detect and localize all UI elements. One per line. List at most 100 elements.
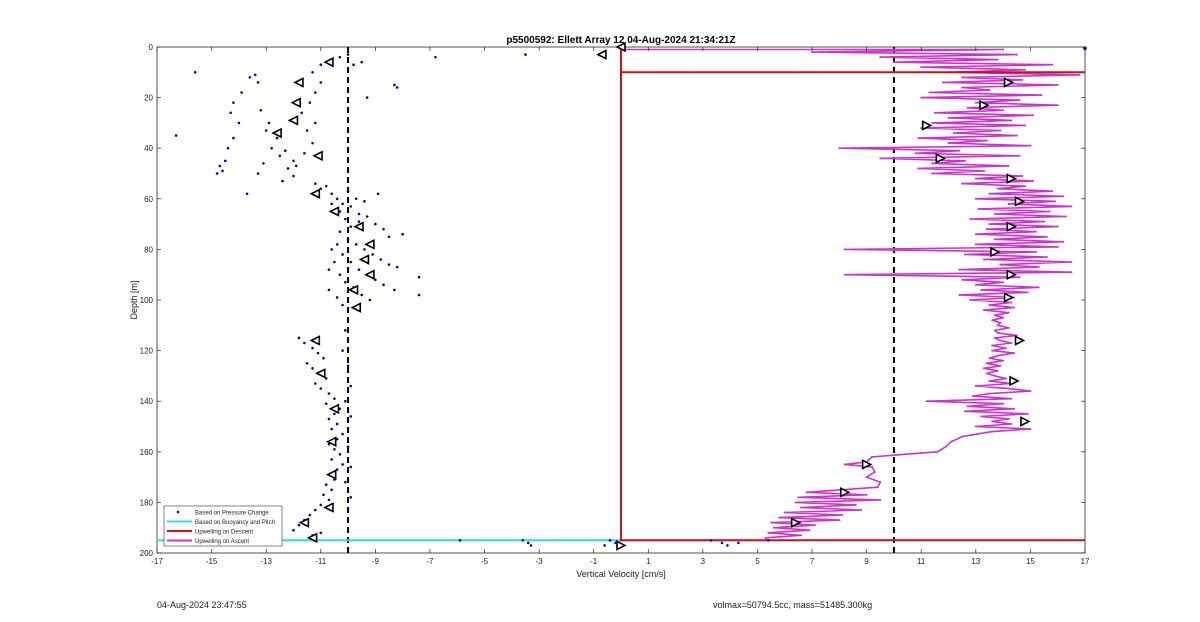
ascent-point [958,149,961,152]
pressure-point [344,480,347,484]
ascent-point [983,169,986,172]
pressure-point [245,192,249,196]
ascent-point [991,319,994,322]
pressure-point [308,101,312,104]
pressure-point [300,111,303,115]
pressure-point [458,539,462,542]
descent-marker [328,403,340,415]
pressure-point [417,275,421,279]
pressure-point [363,200,366,203]
ascent-point [1034,230,1037,233]
ascent-point [974,425,977,428]
ascent-point [1013,306,1016,309]
ascent-point [988,223,991,226]
pressure-point [311,71,314,74]
ascent-point [811,51,814,54]
ascent-point [854,503,857,506]
pressure-point [256,81,260,84]
pressure-point [354,197,358,201]
ascent-marker [1006,173,1018,184]
pressure-point [333,260,336,264]
ascent-point [996,324,999,327]
pressure-point [349,225,353,228]
footer-stats: volmax=50794.5cc, mass=51485.300kg [713,600,873,610]
pressure-point [324,402,328,406]
ascent-point [1056,83,1059,86]
ascent-point [988,304,991,307]
ascent-marker [1003,292,1015,303]
ascent-point [1023,68,1026,71]
ascent-point [1018,154,1021,157]
ascent-point [980,415,983,418]
ascent-point [1053,200,1056,203]
ascent-point [1037,266,1040,269]
y-tick-label: 40 [144,144,153,153]
ascent-point [871,465,874,468]
pressure-point [614,541,617,545]
ascent-point [914,152,917,155]
pressure-point [360,293,364,297]
ascent-point [974,283,977,286]
footer-timestamp: 04-Aug-2024 23:47:55 [157,600,247,610]
ascent-point [879,157,882,160]
ascent-point [944,445,947,448]
ascent-marker [1003,77,1015,88]
pressure-point [349,415,353,418]
series-layer [157,46,1087,547]
ascent-point [988,192,991,195]
pressure-point [341,432,344,436]
ascent-marker [1009,375,1020,387]
ascent-point [917,137,920,140]
pressure-point [354,243,358,246]
pressure-point [365,215,369,218]
ascent-point [988,379,991,382]
descent-marker [306,532,318,544]
pressure-point [294,164,298,168]
legend: Based on Pressure Change Based on Buoyanc… [163,505,283,547]
plot-area: -17 -15 -13 -11 -9 -7 -5 -3 -1 1 3 5 7 9 11 13 15 1702040… [140,41,1090,566]
x-tick-label: -5 [481,557,489,566]
ascent-marker [1006,221,1018,232]
x-tick-label: -1 [590,557,598,566]
ascent-point [1029,144,1032,147]
ascent-point [1015,334,1018,337]
ascent-point [996,369,999,372]
ascent-marker [1006,269,1018,280]
ascent-point [879,498,882,501]
ascent-point [1062,240,1065,243]
ascent-point [999,364,1002,367]
pressure-point [275,136,279,140]
ascent-point [1064,215,1067,218]
ascent-point [991,420,994,423]
descent-marker [290,97,302,108]
pressure-point [218,164,222,168]
ascent-point [933,111,936,114]
pressure-point [346,445,350,449]
pressure-point [253,73,257,77]
pressure-point [346,189,350,193]
ascent-point [961,86,964,89]
ascent-point [961,182,964,185]
ascent-marker [979,99,990,111]
ascent-point [860,508,863,511]
ascent-point [843,273,846,276]
pressure-point [308,513,312,517]
ascent-point [1070,205,1073,208]
ascent-point [800,506,803,509]
series-upwelling-descent [620,47,1085,542]
ascent-point [865,493,868,496]
descent-marker [309,188,321,200]
pressure-point [349,465,353,469]
pressure-point [338,273,342,277]
pressure-point [379,258,383,261]
pressure-point [248,76,252,79]
ascent-point [974,101,977,104]
ascent-point [1010,397,1013,400]
pressure-point [335,243,339,246]
pressure-point [237,121,241,125]
pressure-point [330,488,333,492]
ascent-marker [990,246,1001,258]
pressure-point [344,399,347,403]
pressure-point [387,263,391,266]
x-tick-label: -3 [536,557,544,566]
